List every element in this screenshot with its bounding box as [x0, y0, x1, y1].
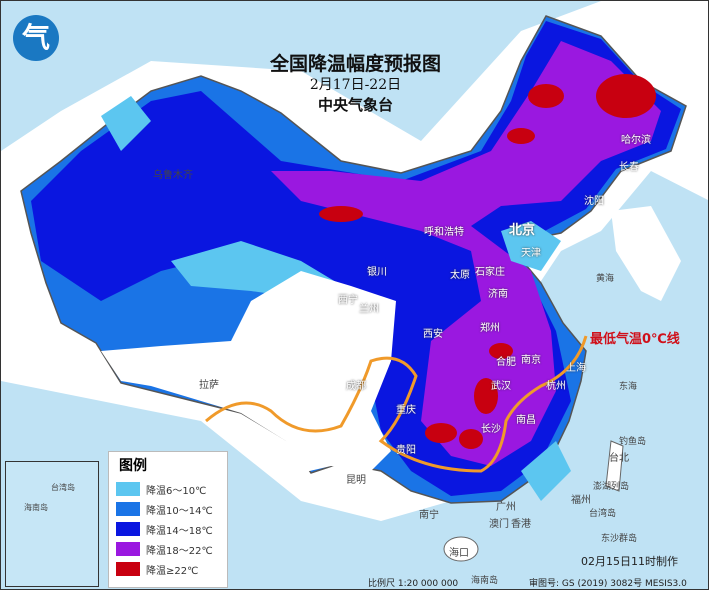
made-time: 02月15日11时制作: [581, 555, 678, 568]
band-18-22: [271, 41, 661, 466]
city-label: 武汉: [491, 381, 511, 392]
city-label: 重庆: [396, 405, 416, 416]
city-label: 拉萨: [199, 380, 219, 391]
city-label: 上海: [566, 363, 586, 374]
legend-swatch: [116, 482, 140, 496]
legend-label: 降温10～14℃: [146, 505, 213, 517]
city-label: 台北: [609, 453, 629, 464]
legend-title: 图例: [119, 458, 147, 474]
band-22-plus: [319, 74, 656, 449]
zero-line-label: 最低气温0℃线: [590, 332, 680, 347]
city-label: 杭州: [546, 381, 566, 392]
city-label: 澳门: [489, 519, 509, 530]
legend-label: 降温6～10℃: [146, 485, 207, 497]
legend-swatch: [116, 542, 140, 556]
legend-swatch: [116, 502, 140, 516]
legend-item: 降温14～18℃: [116, 519, 227, 539]
legend-label: 降温14～18℃: [146, 525, 213, 537]
inset-label: 台湾岛: [51, 483, 75, 492]
city-label: 贵阳: [396, 445, 416, 456]
city-label: 香港: [511, 519, 531, 530]
city-label: 济南: [488, 289, 508, 300]
city-label: 海口: [449, 548, 469, 559]
sea-label: 东沙群岛: [601, 534, 638, 544]
city-label: 南昌: [516, 415, 536, 426]
city-label: 天津: [521, 248, 541, 259]
city-label: 银川: [367, 267, 387, 278]
hainan-island: [443, 536, 479, 562]
city-label: 西宁: [338, 295, 358, 306]
city-label: 乌鲁木齐: [153, 170, 193, 181]
no-cooling-area: [101, 271, 396, 473]
legend-item: 降温≥22℃: [116, 559, 227, 579]
city-label: 长春: [619, 162, 639, 173]
legend-item: 降温6～10℃: [116, 479, 227, 499]
issuer: 中央气象台: [317, 96, 393, 114]
city-label: 呼和浩特: [424, 227, 464, 238]
legend-swatch: [116, 562, 140, 576]
city-label: 广州: [496, 502, 516, 513]
sea-label: 台湾岛: [589, 509, 617, 519]
city-label: 兰州: [359, 304, 379, 315]
city-label: 南京: [521, 355, 541, 366]
city-label: 太原: [450, 270, 470, 281]
city-label: 哈尔滨: [621, 135, 651, 146]
south-china-sea-inset: 台湾岛 海南岛: [5, 461, 99, 587]
sea-label: 东海: [619, 382, 638, 392]
sea-label: 黄海: [596, 274, 615, 284]
cma-logo: 气: [13, 15, 59, 61]
legend-label: 降温18～22℃: [146, 545, 213, 557]
legend: 图例 降温6～10℃ 降温10～14℃ 降温14～18℃ 降温18～22℃ 降温≥22℃: [108, 451, 228, 588]
inset-label: 海南岛: [24, 503, 48, 512]
korea-land: [611, 206, 681, 301]
city-label: 福州: [571, 495, 591, 506]
city-label: 西安: [423, 329, 443, 340]
taiwan-island: [605, 440, 624, 492]
legend-label: 降温≥22℃: [146, 565, 199, 577]
sea-label: 钓鱼岛: [619, 437, 647, 447]
review-number: 审图号: GS (2019) 3082号 MESIS3.0: [529, 579, 687, 589]
city-label: 石家庄: [475, 267, 505, 278]
city-label: 北京: [509, 223, 536, 238]
city-label: 郑州: [480, 323, 500, 334]
legend-swatch: [116, 522, 140, 536]
city-label: 昆明: [346, 475, 366, 486]
city-label: 长沙: [481, 424, 501, 435]
legend-item: 降温18～22℃: [116, 539, 227, 559]
city-label: 合肥: [496, 357, 516, 368]
map-title: 全国降温幅度预报图: [269, 53, 441, 75]
legend-item: 降温10～14℃: [116, 499, 227, 519]
date-range: 2月17日-22日: [309, 77, 402, 93]
scale-text: 比例尺 1:20 000 000: [368, 579, 459, 589]
sea-label: 海南岛: [471, 576, 499, 586]
city-label: 沈阳: [584, 196, 604, 207]
city-label: 南宁: [419, 510, 439, 521]
sea-label: 澎湖列岛: [593, 482, 630, 492]
city-label: 成都: [346, 381, 366, 392]
zero-degree-line: [205, 335, 588, 473]
